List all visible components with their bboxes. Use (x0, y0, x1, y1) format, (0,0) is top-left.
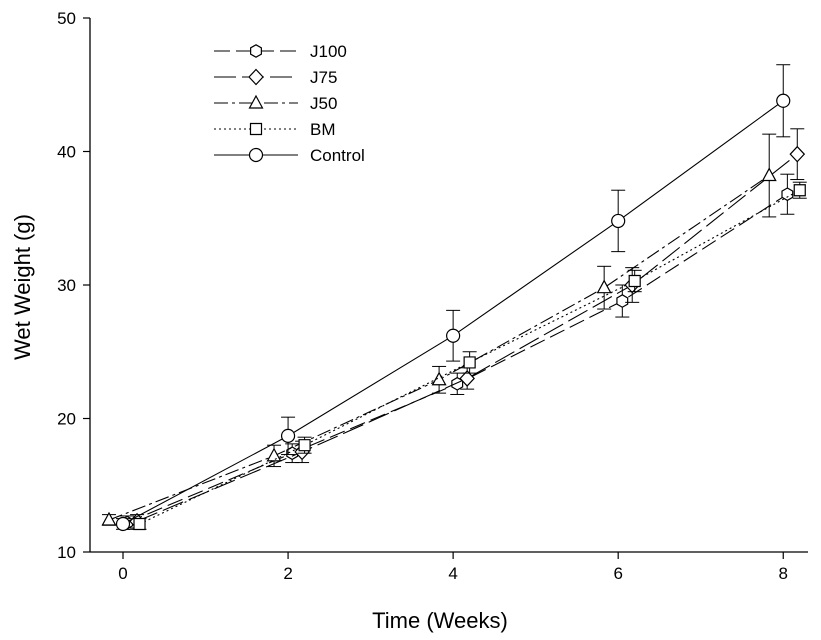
legend-label-j100: J100 (310, 42, 347, 61)
legend: J100 J75 J50 BM Control (214, 42, 365, 165)
x-tick-label: 2 (283, 564, 292, 583)
data-point-bm (628, 274, 641, 288)
data-point-j100 (781, 187, 794, 202)
legend-label-j50: J50 (310, 94, 337, 113)
series-control (115, 64, 791, 532)
data-point-j50 (431, 371, 447, 386)
data-point-bm (463, 356, 476, 369)
legend-label-control: Control (310, 146, 365, 165)
legend-label-j75: J75 (310, 68, 337, 87)
data-point-bm (133, 517, 146, 531)
x-tick-label: 6 (613, 564, 622, 583)
data-point-control (611, 213, 626, 229)
y-tick-label: 10 (57, 543, 76, 562)
x-tick-label: 0 (118, 564, 127, 583)
series-line-j75 (136, 153, 798, 522)
legend-marker-bm (249, 122, 263, 136)
x-axis-label: Time (Weeks) (372, 608, 508, 633)
data-point-j50 (596, 279, 612, 294)
data-point-control (115, 516, 131, 532)
x-tick-label: 8 (779, 564, 788, 583)
data-point-bm (793, 184, 806, 197)
legend-item-j100: J100 (214, 42, 347, 61)
legend-label-bm: BM (310, 120, 336, 139)
data-point-j75 (459, 370, 475, 387)
y-tick-label: 30 (57, 276, 76, 295)
axes: 0 2 4 6 8 10 20 30 40 50 (57, 9, 808, 583)
legend-item-bm: BM (214, 120, 336, 139)
data-point-j50 (266, 447, 282, 462)
legend-marker-j50 (248, 94, 264, 109)
plot-area (101, 64, 807, 532)
series-line-bm (139, 189, 800, 525)
data-point-bm (298, 439, 311, 452)
series-j50 (101, 133, 777, 526)
y-axis-label: Wet Weight (g) (10, 214, 35, 360)
legend-item-j50: J50 (214, 94, 337, 113)
x-tick-label: 4 (448, 564, 457, 583)
legend-marker-control (248, 147, 264, 163)
legend-marker-j100 (250, 44, 262, 58)
series-line-j50 (108, 175, 770, 521)
y-tick-label: 20 (57, 410, 76, 429)
data-point-control (446, 328, 461, 343)
data-point-control (280, 428, 296, 443)
series-j75 (129, 128, 806, 530)
legend-item-j75: J75 (214, 68, 337, 87)
data-point-j100 (616, 294, 629, 308)
series-line-j100 (126, 193, 788, 524)
legend-item-control: Control (214, 146, 365, 165)
data-point-control (776, 93, 791, 108)
y-tick-label: 40 (57, 143, 76, 162)
data-point-j50 (101, 511, 117, 526)
data-point-j75 (789, 145, 806, 163)
series-bm (132, 181, 807, 531)
y-tick-label: 50 (57, 9, 76, 28)
legend-marker-j75 (248, 68, 264, 86)
data-point-j50 (761, 167, 777, 182)
